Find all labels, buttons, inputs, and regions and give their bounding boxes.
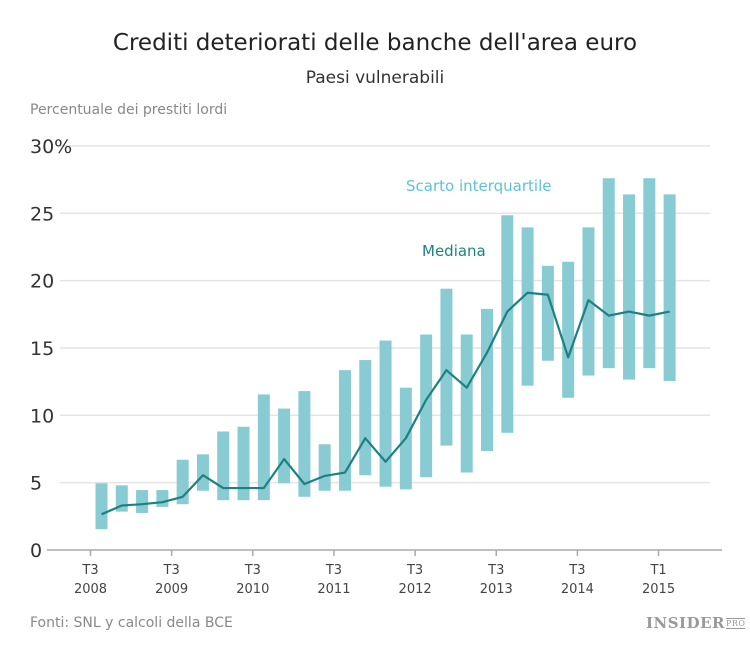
iqr-bar [359,360,372,476]
x-tick-year: 2013 [480,582,513,597]
iqr-bar [338,370,351,491]
iqr-bar [217,431,230,501]
iqr-bar [318,444,331,491]
annotation-median: Mediana [422,242,486,260]
x-tick-quarter: T3 [568,563,585,578]
x-tick-year: 2014 [561,582,594,597]
x-tick-quarter: T3 [406,563,423,578]
x-tick-year: 2010 [236,582,269,597]
x-tick-quarter: T3 [244,563,261,578]
iqr-bar [156,490,169,507]
iqr-bar [278,408,291,484]
iqr-bar [196,454,209,491]
insider-pro-logo: INSIDERPRO [646,614,746,632]
iqr-bar [663,194,676,381]
y-tick-label: 20 [30,271,54,293]
logo-main: INSIDER [646,614,725,632]
iqr-bar [541,265,554,361]
y-tick-label: 25 [30,203,54,225]
x-tick-quarter: T1 [649,563,666,578]
iqr-bar [237,426,250,501]
chart-subtitle: Paesi vulnerabili [305,68,445,88]
y-tick-label: 15 [30,338,54,360]
iqr-bar [136,490,149,513]
source-note: Fonti: SNL y calcoli della BCE [30,615,233,631]
y-axis-label: Percentuale dei prestiti lordi [30,102,228,118]
x-tick-quarter: T3 [163,563,180,578]
iqr-bar [95,483,108,530]
y-tick-label: 5 [30,473,42,495]
x-tick-year: 2015 [642,582,675,597]
logo-sub: PRO [725,618,746,629]
y-tick-label: 30% [30,136,72,158]
iqr-bar [521,227,534,386]
iqr-bar [501,215,514,433]
x-tick-year: 2012 [399,582,432,597]
iqr-bar [643,178,656,369]
x-tick-quarter: T3 [325,563,342,578]
chart-title: Crediti deteriorati delle banche dell'ar… [112,30,638,56]
iqr-bar [602,178,615,369]
y-tick-label: 0 [30,540,42,562]
iqr-bar [440,288,453,446]
x-tick-year: 2009 [155,582,188,597]
x-tick-quarter: T3 [487,563,504,578]
annotation-range: Scarto interquartile [406,177,551,195]
iqr-bar [257,394,270,501]
iqr-bar [379,340,392,487]
iqr-bar [420,334,433,478]
x-tick-year: 2008 [74,582,107,597]
x-tick-quarter: T3 [81,563,98,578]
iqr-bar [298,391,311,497]
iqr-bar [562,261,575,398]
iqr-bar [460,334,473,473]
x-tick-year: 2011 [317,582,350,597]
y-tick-label: 10 [30,405,54,427]
iqr-bar [623,194,636,380]
iqr-bar [481,308,494,451]
